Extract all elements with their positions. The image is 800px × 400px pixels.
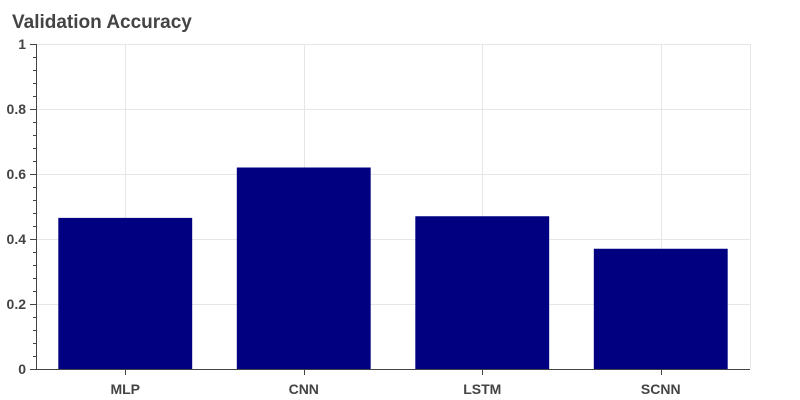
y-tick-label: 0.4 <box>7 231 27 247</box>
bar-layer <box>58 167 728 369</box>
y-tick-label: 0.2 <box>7 296 27 312</box>
y-tick-label: 0 <box>18 361 26 377</box>
x-tick-label: CNN <box>289 381 319 397</box>
x-tick-label: MLP <box>110 381 140 397</box>
axis-layer: 0 0.2 0.4 0.6 0.8 1 MLP CNN LSTM SCNN <box>7 36 750 397</box>
chart-title: Validation Accuracy <box>12 12 192 33</box>
bar-lstm <box>415 216 550 369</box>
y-tick-label: 0.8 <box>7 101 27 117</box>
y-tick-label: 0.6 <box>7 166 27 182</box>
bar-mlp <box>58 217 193 369</box>
bar-scnn <box>593 248 728 369</box>
bar-cnn <box>236 167 371 369</box>
x-tick-label: LSTM <box>463 381 501 397</box>
y-tick-label: 1 <box>18 36 26 52</box>
x-tick-label: SCNN <box>641 381 681 397</box>
